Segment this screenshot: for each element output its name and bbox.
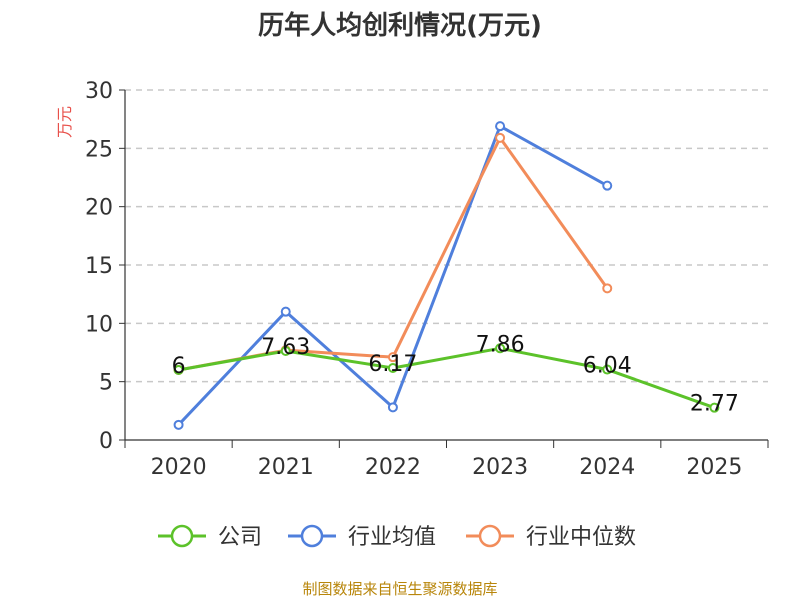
data-point [173,365,184,375]
x-tick-label: 2022 [365,455,421,480]
y-tick-label: 0 [99,429,113,454]
data-label: 2.77 [690,392,739,417]
data-point [387,352,398,363]
data-point [602,283,613,294]
data-point [280,306,291,317]
data-point [602,364,613,375]
x-tick-label: 2023 [472,455,528,480]
series-line [177,124,608,426]
data-point [387,363,398,374]
legend-marker [170,524,194,548]
x-tick-label: 2020 [151,455,207,480]
data-point [495,132,506,143]
data-label: 7.86 [476,332,525,357]
legend: 公司 行业均值 行业中位数 [158,524,636,550]
chart-title: 历年人均创利情况(万元) [258,10,542,41]
legend-label: 公司 [218,525,262,550]
source-note: 制图数据来自恒生聚源数据库 [302,580,497,598]
data-label: 6.04 [583,354,632,379]
data-point [387,402,398,413]
series-line [178,346,715,410]
x-tick-label: 2025 [686,455,742,480]
series-line [178,136,609,372]
data-label: 6 [172,354,186,379]
y-tick-label: 25 [85,137,113,162]
y-axis-label: 万元 [55,106,74,138]
legend-marker [478,524,502,548]
y-tick-label: 15 [85,254,113,279]
y-tick-label: 20 [85,196,113,221]
y-tick-label: 30 [85,79,113,104]
legend-label: 行业均值 [348,525,436,550]
data-label: 6.17 [368,352,417,377]
gridlines [125,89,768,383]
data-point [495,121,506,132]
data-label: 7.63 [261,335,310,360]
y-tick-label: 5 [99,371,113,396]
legend-label: 行业中位数 [526,525,636,550]
data-point [602,180,613,191]
data-point [280,345,291,356]
legend-marker [300,524,324,548]
data-point [173,419,184,430]
x-tick-label: 2024 [579,455,635,480]
data-point [495,343,506,354]
data-point [709,402,720,413]
y-tick-label: 10 [85,312,113,337]
data-labels: 6 7.63 6.17 7.86 6.04 2.77 [172,332,739,416]
series-lines [173,121,720,430]
x-tick-label: 2021 [258,455,314,480]
